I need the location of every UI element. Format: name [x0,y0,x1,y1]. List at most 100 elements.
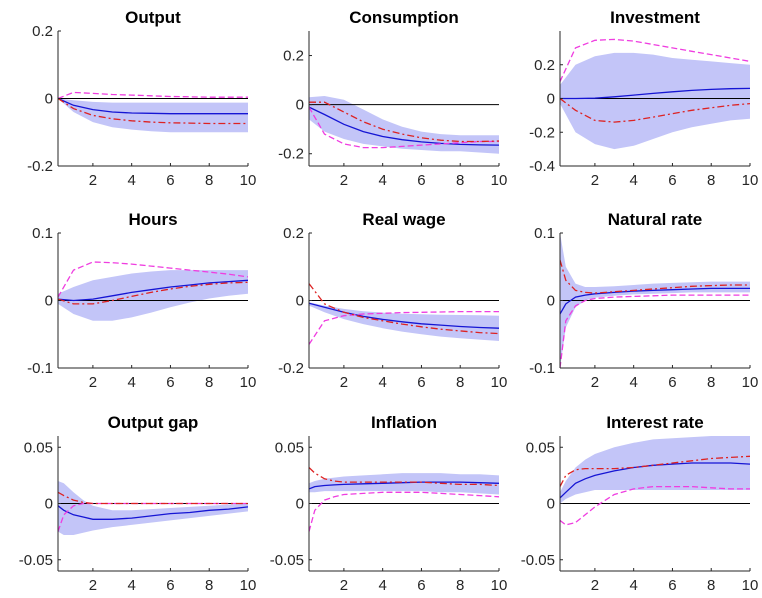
y-tick-label: 0.05 [526,439,555,456]
y-tick-label: 0.2 [283,225,304,242]
y-tick-label: 0 [547,293,555,310]
y-tick-label: -0.05 [19,552,53,569]
x-tick-label: 4 [379,172,387,189]
y-tick-label: -0.2 [278,146,304,163]
dashed-line [560,294,750,368]
panel-title: Output gap [108,413,199,432]
x-tick-label: 10 [742,172,759,189]
y-tick-label: 0.1 [534,225,555,242]
dashdot-line [58,97,248,125]
x-tick-label: 4 [379,577,387,594]
x-tick-label: 4 [630,374,638,391]
median-line [560,287,750,315]
dashdot-line [560,455,750,487]
panel-natural-rate: Natural rate 2 4 6 8 10 -0.1 0 0.1 [529,210,758,391]
y-tick-label: -0.4 [529,158,555,175]
x-tick-label: 2 [89,374,97,391]
x-tick-label: 8 [707,374,715,391]
x-tick-label: 6 [166,172,174,189]
y-tick-label: -0.1 [27,360,53,377]
dashed-line [309,106,499,149]
panel-title: Output [125,8,181,27]
panel-title: Consumption [349,8,459,27]
panel-output-gap: Output gap 2 4 6 8 10 -0.05 0 0.05 [19,413,257,594]
confidence-band [58,270,248,321]
median-line [560,462,750,499]
dashdot-line [58,281,248,305]
dashed-line [309,310,499,345]
y-tick-label: -0.2 [529,124,555,141]
y-tick-label: -0.05 [270,552,304,569]
confidence-band [560,436,750,504]
panel-output: Output 2 4 6 8 10 -0.2 0 0.2 [27,8,256,189]
dashdot-line [309,467,499,487]
x-tick-label: 2 [591,374,599,391]
y-tick-label: 0 [296,496,304,513]
y-tick-label: 0 [296,97,304,114]
x-tick-label: 6 [668,172,676,189]
median-line [560,87,750,100]
median-line [309,481,499,490]
confidence-band [58,98,248,133]
y-tick-label: 0.05 [275,439,304,456]
panel-title: Inflation [371,413,437,432]
y-tick-label: 0 [547,496,555,513]
y-tick-label: 0.2 [283,48,304,65]
x-tick-label: 10 [240,172,257,189]
dashed-line [58,91,248,100]
dashdot-line [560,97,750,123]
x-tick-label: 8 [456,374,464,391]
y-tick-label: 0 [45,293,53,310]
confidence-band [58,481,248,535]
confidence-band [309,96,499,154]
y-tick-label: -0.2 [27,158,53,175]
x-tick-label: 10 [742,374,759,391]
confidence-band [560,52,750,150]
dashed-line [309,491,499,532]
dashdot-line [309,283,499,335]
panel-interest-rate: Interest rate 2 4 6 8 10 -0.05 0 0.05 [521,413,759,594]
x-tick-label: 4 [630,172,638,189]
x-tick-label: 8 [205,172,213,189]
x-tick-label: 10 [491,172,508,189]
y-tick-label: 0.05 [24,439,53,456]
panel-investment: Investment 2 4 6 8 10 -0.4 -0.2 0 0.2 [529,8,758,189]
x-tick-label: 6 [166,374,174,391]
confidence-band [309,473,499,495]
x-tick-label: 10 [491,374,508,391]
x-tick-label: 6 [668,374,676,391]
x-tick-label: 4 [379,374,387,391]
y-tick-label: 0.2 [534,57,555,74]
y-tick-label: 0 [296,293,304,310]
x-tick-label: 6 [417,374,425,391]
x-tick-label: 10 [240,577,257,594]
dashdot-line [560,259,750,294]
y-tick-label: 0.2 [32,23,53,40]
x-tick-label: 10 [742,577,759,594]
dashed-line [560,485,750,526]
x-tick-label: 8 [707,172,715,189]
x-tick-label: 2 [89,577,97,594]
dashed-line [58,261,248,298]
y-tick-label: 0 [45,496,53,513]
x-tick-label: 6 [417,577,425,594]
panel-title: Hours [128,210,177,229]
median-line [58,505,248,520]
y-tick-label: -0.1 [529,360,555,377]
x-tick-label: 10 [491,577,508,594]
median-line [309,106,499,146]
y-tick-label: 0 [45,91,53,108]
panel-title: Interest rate [606,413,703,432]
x-tick-label: 2 [340,374,348,391]
x-tick-label: 8 [205,374,213,391]
x-tick-label: 4 [630,577,638,594]
panel-hours: Hours 2 4 6 8 10 -0.1 0 0.1 [27,210,256,391]
x-tick-label: 8 [707,577,715,594]
x-tick-label: 2 [89,172,97,189]
x-tick-label: 10 [240,374,257,391]
x-tick-label: 6 [668,577,676,594]
x-tick-label: 4 [128,172,136,189]
x-tick-label: 8 [205,577,213,594]
x-tick-label: 8 [456,172,464,189]
